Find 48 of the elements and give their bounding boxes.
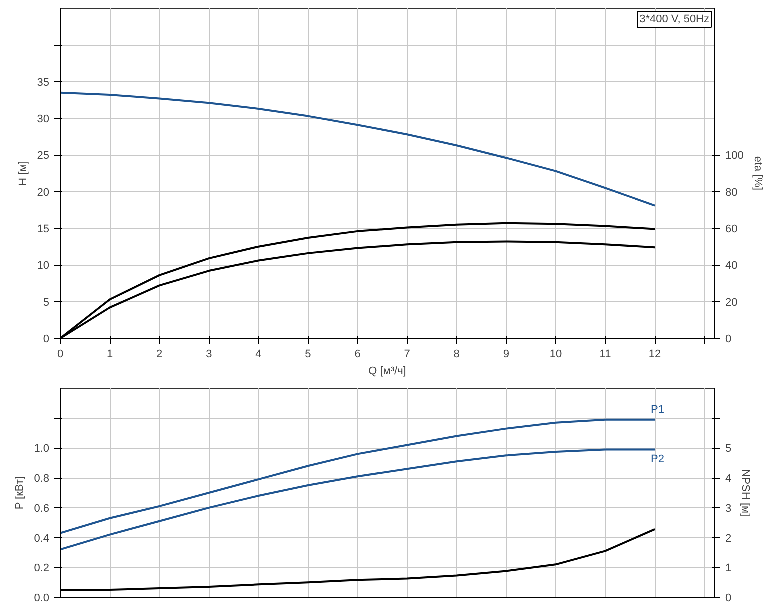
y-tick-label: 0.8 bbox=[34, 473, 50, 486]
series-label: P2 bbox=[651, 454, 665, 466]
y-axis-title: H [м] bbox=[17, 161, 30, 186]
y2-tick-label: 0 bbox=[726, 334, 732, 346]
line-series bbox=[60, 92, 656, 207]
y-tick-label: 20 bbox=[37, 186, 50, 199]
x-tick-label: 0 bbox=[57, 348, 64, 360]
y2-tick-label: 60 bbox=[726, 224, 738, 236]
x-tick-label: 6 bbox=[354, 348, 361, 360]
y2-tick-label: 20 bbox=[726, 296, 738, 309]
y2-tick-label: 100 bbox=[726, 150, 744, 162]
y-tick-label: 5 bbox=[43, 296, 50, 309]
x-tick-label: 8 bbox=[454, 348, 460, 360]
x-tick-label: 3 bbox=[206, 348, 212, 360]
annotation: 3*400 V, 50Hz bbox=[640, 14, 710, 26]
y-tick-label: 0.4 bbox=[34, 532, 50, 545]
y-tick-label: 0 bbox=[43, 334, 50, 346]
y-tick-label: 15 bbox=[37, 224, 50, 236]
y2-tick-label: 1 bbox=[726, 562, 732, 575]
x-tick-label: 9 bbox=[503, 348, 510, 360]
y2-axis-title: eta [%] bbox=[752, 156, 764, 191]
series-label: P1 bbox=[651, 404, 665, 416]
y2-tick-label: 3 bbox=[726, 502, 732, 515]
x-tick-label: 7 bbox=[404, 348, 410, 360]
y-tick-label: 25 bbox=[37, 150, 50, 162]
x-tick-label: 10 bbox=[550, 348, 562, 360]
y2-tick-label: 80 bbox=[726, 186, 738, 199]
x-tick-label: 12 bbox=[648, 348, 662, 360]
y-tick-label: 1.0 bbox=[34, 443, 50, 456]
x-tick-label: 5 bbox=[305, 348, 312, 360]
y2-tick-label: 40 bbox=[726, 260, 738, 272]
y-tick-label: 10 bbox=[37, 260, 50, 272]
y-tick-label: 0.0 bbox=[34, 592, 50, 604]
y-tick-label: 0.2 bbox=[34, 562, 50, 575]
y2-tick-label: 5 bbox=[726, 443, 732, 456]
y-tick-label: 30 bbox=[37, 114, 50, 126]
y-tick-label: 35 bbox=[37, 76, 50, 89]
y2-tick-label: 4 bbox=[726, 473, 732, 486]
x-tick-label: 4 bbox=[256, 348, 262, 360]
y-tick-label: 0.6 bbox=[34, 502, 50, 515]
x-axis-title: Q [м³/ч] bbox=[368, 366, 406, 378]
y2-axis-title: NPSH [м] bbox=[740, 469, 752, 517]
y2-tick-label: 0 bbox=[726, 592, 732, 604]
y2-tick-label: 2 bbox=[726, 532, 732, 545]
x-tick-label: 1 bbox=[106, 348, 114, 360]
x-tick-label: 11 bbox=[600, 348, 612, 360]
x-tick-label: 2 bbox=[156, 348, 163, 360]
y-axis-title: P [кВт] bbox=[14, 476, 26, 510]
